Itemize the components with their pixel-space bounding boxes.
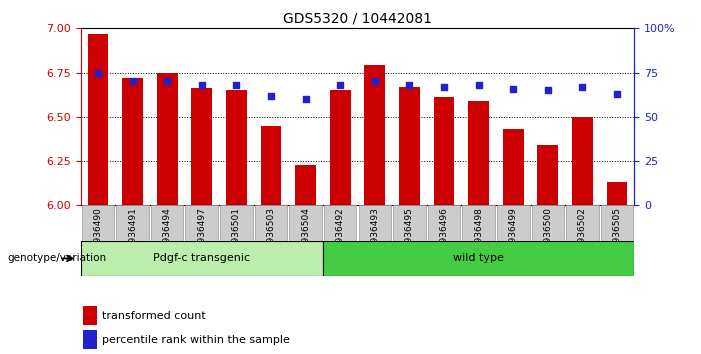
Text: GSM936491: GSM936491 [128, 207, 137, 262]
Text: GSM936500: GSM936500 [543, 207, 552, 262]
Text: GSM936503: GSM936503 [266, 207, 275, 262]
Bar [330, 90, 350, 205]
Text: GSM936490: GSM936490 [93, 207, 102, 262]
Bar [503, 129, 524, 205]
Text: GSM936495: GSM936495 [405, 207, 414, 262]
Point [266, 93, 277, 98]
Bar [468, 101, 489, 205]
Title: GDS5320 / 10442081: GDS5320 / 10442081 [283, 12, 432, 26]
Text: wild type: wild type [454, 253, 504, 263]
Text: percentile rank within the sample: percentile rank within the sample [102, 335, 290, 345]
Text: GSM936493: GSM936493 [370, 207, 379, 262]
FancyBboxPatch shape [497, 205, 529, 241]
Bar [399, 87, 420, 205]
Text: GSM936494: GSM936494 [163, 207, 172, 262]
Point [161, 79, 172, 84]
Bar [88, 34, 108, 205]
Text: GSM936497: GSM936497 [197, 207, 206, 262]
Bar [81, 241, 323, 276]
Text: GSM936499: GSM936499 [509, 207, 518, 262]
FancyBboxPatch shape [601, 205, 634, 241]
Bar [295, 165, 316, 205]
FancyBboxPatch shape [463, 205, 495, 241]
Bar [606, 182, 627, 205]
FancyBboxPatch shape [116, 205, 149, 241]
Point [543, 87, 554, 93]
Text: GSM936496: GSM936496 [440, 207, 449, 262]
Text: GSM936492: GSM936492 [336, 207, 345, 262]
FancyBboxPatch shape [531, 205, 564, 241]
Bar [538, 145, 558, 205]
Point [473, 82, 484, 88]
Text: GSM936501: GSM936501 [232, 207, 241, 262]
Bar [191, 88, 212, 205]
Point [93, 70, 104, 75]
Point [611, 91, 622, 97]
Point [577, 84, 588, 90]
Bar [83, 330, 97, 349]
Point [438, 84, 449, 90]
Point [334, 82, 346, 88]
Point [508, 86, 519, 91]
Text: GSM936502: GSM936502 [578, 207, 587, 262]
Bar [157, 73, 177, 205]
Bar [83, 306, 97, 325]
Point [231, 82, 242, 88]
FancyBboxPatch shape [324, 205, 357, 241]
Text: GSM936498: GSM936498 [474, 207, 483, 262]
Bar [323, 241, 634, 276]
Bar [122, 78, 143, 205]
FancyBboxPatch shape [254, 205, 287, 241]
Bar [226, 90, 247, 205]
Point [196, 82, 207, 88]
Bar [572, 117, 593, 205]
FancyBboxPatch shape [186, 205, 218, 241]
Text: genotype/variation: genotype/variation [7, 253, 106, 263]
FancyBboxPatch shape [220, 205, 252, 241]
Text: transformed count: transformed count [102, 311, 205, 321]
FancyBboxPatch shape [428, 205, 461, 241]
Text: GSM936504: GSM936504 [301, 207, 310, 262]
FancyBboxPatch shape [290, 205, 322, 241]
FancyBboxPatch shape [358, 205, 391, 241]
Point [300, 96, 311, 102]
FancyBboxPatch shape [393, 205, 426, 241]
FancyBboxPatch shape [81, 205, 114, 241]
FancyBboxPatch shape [151, 205, 184, 241]
Text: GSM936505: GSM936505 [613, 207, 622, 262]
Point [127, 79, 138, 84]
Bar [365, 65, 386, 205]
FancyBboxPatch shape [566, 205, 599, 241]
Point [369, 79, 381, 84]
Bar [261, 126, 281, 205]
Point [404, 82, 415, 88]
Bar [434, 97, 454, 205]
Text: Pdgf-c transgenic: Pdgf-c transgenic [154, 253, 250, 263]
